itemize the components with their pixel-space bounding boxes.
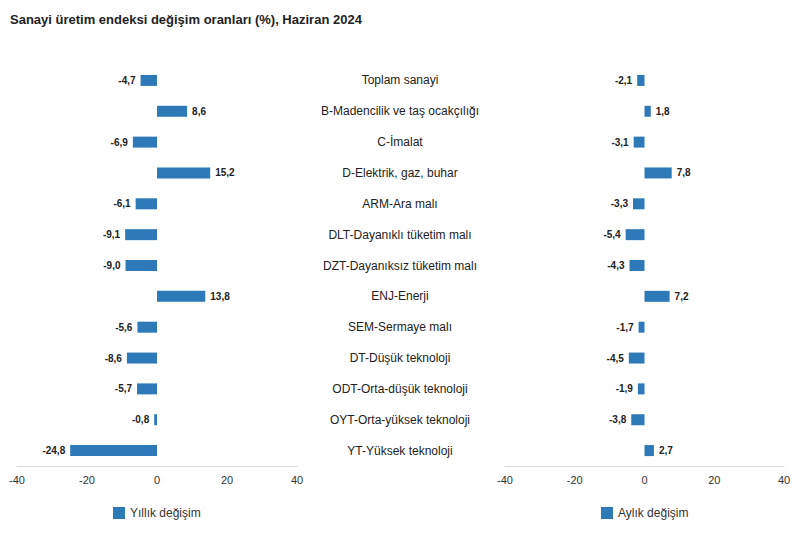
svg-text:DT-Düşük teknoloji: DT-Düşük teknoloji: [350, 351, 451, 365]
svg-text:20: 20: [708, 474, 720, 486]
svg-text:ENJ-Enerji: ENJ-Enerji: [371, 289, 428, 303]
svg-text:-0,8: -0,8: [132, 414, 150, 425]
svg-text:-3,8: -3,8: [609, 414, 627, 425]
svg-text:Aylık değişim: Aylık değişim: [618, 506, 688, 520]
svg-text:7,2: 7,2: [675, 291, 689, 302]
svg-text:1,8: 1,8: [656, 106, 670, 117]
svg-text:D-Elektrik, gaz, buhar: D-Elektrik, gaz, buhar: [342, 166, 457, 180]
svg-text:2,7: 2,7: [659, 445, 673, 456]
svg-text:SEM-Sermaye malı: SEM-Sermaye malı: [348, 320, 452, 334]
svg-text:Yıllık değişim: Yıllık değişim: [130, 506, 201, 520]
svg-text:-4,3: -4,3: [607, 260, 625, 271]
svg-text:-5,4: -5,4: [603, 229, 621, 240]
svg-text:-4,5: -4,5: [607, 353, 625, 364]
svg-text:0: 0: [154, 474, 160, 486]
svg-text:ARM-Ara malı: ARM-Ara malı: [362, 197, 437, 211]
svg-text:-2,1: -2,1: [615, 75, 633, 86]
svg-text:DLT-Dayanıklı tüketim malı: DLT-Dayanıklı tüketim malı: [328, 228, 471, 242]
svg-text:-8,6: -8,6: [105, 353, 123, 364]
svg-text:ODT-Orta-düşük teknoloji: ODT-Orta-düşük teknoloji: [332, 382, 467, 396]
svg-text:20: 20: [221, 474, 233, 486]
svg-text:40: 40: [291, 474, 303, 486]
svg-text:-1,7: -1,7: [616, 322, 634, 333]
svg-text:-4,7: -4,7: [118, 75, 136, 86]
svg-text:-20: -20: [567, 474, 583, 486]
svg-text:40: 40: [778, 474, 790, 486]
svg-text:7,8: 7,8: [677, 167, 691, 178]
svg-text:-6,9: -6,9: [111, 137, 129, 148]
svg-text:8,6: 8,6: [192, 106, 206, 117]
svg-text:-40: -40: [497, 474, 513, 486]
svg-text:-3,3: -3,3: [611, 198, 629, 209]
svg-text:0: 0: [641, 474, 647, 486]
svg-text:-24,8: -24,8: [42, 445, 65, 456]
svg-text:-5,7: -5,7: [115, 383, 133, 394]
svg-text:-20: -20: [79, 474, 95, 486]
svg-text:OYT-Orta-yüksek teknoloji: OYT-Orta-yüksek teknoloji: [330, 413, 470, 427]
svg-text:-9,0: -9,0: [103, 260, 121, 271]
svg-text:-40: -40: [9, 474, 25, 486]
svg-text:C-İmalat: C-İmalat: [377, 135, 423, 149]
svg-text:15,2: 15,2: [215, 167, 235, 178]
svg-text:DZT-Dayanıksız tüketim malı: DZT-Dayanıksız tüketim malı: [323, 259, 477, 273]
svg-text:-3,1: -3,1: [611, 137, 629, 148]
svg-text:-5,6: -5,6: [115, 322, 133, 333]
svg-text:13,8: 13,8: [210, 291, 230, 302]
svg-text:B-Madencilik ve taş ocakçılığı: B-Madencilik ve taş ocakçılığı: [321, 104, 479, 118]
svg-text:Toplam sanayi: Toplam sanayi: [362, 73, 439, 87]
svg-text:Sanayi üretim endeksi değişim: Sanayi üretim endeksi değişim oranları (…: [10, 12, 363, 27]
svg-text:-9,1: -9,1: [103, 229, 121, 240]
svg-text:-6,1: -6,1: [113, 198, 131, 209]
svg-text:-1,9: -1,9: [616, 383, 634, 394]
svg-text:YT-Yüksek teknoloji: YT-Yüksek teknoloji: [347, 444, 452, 458]
